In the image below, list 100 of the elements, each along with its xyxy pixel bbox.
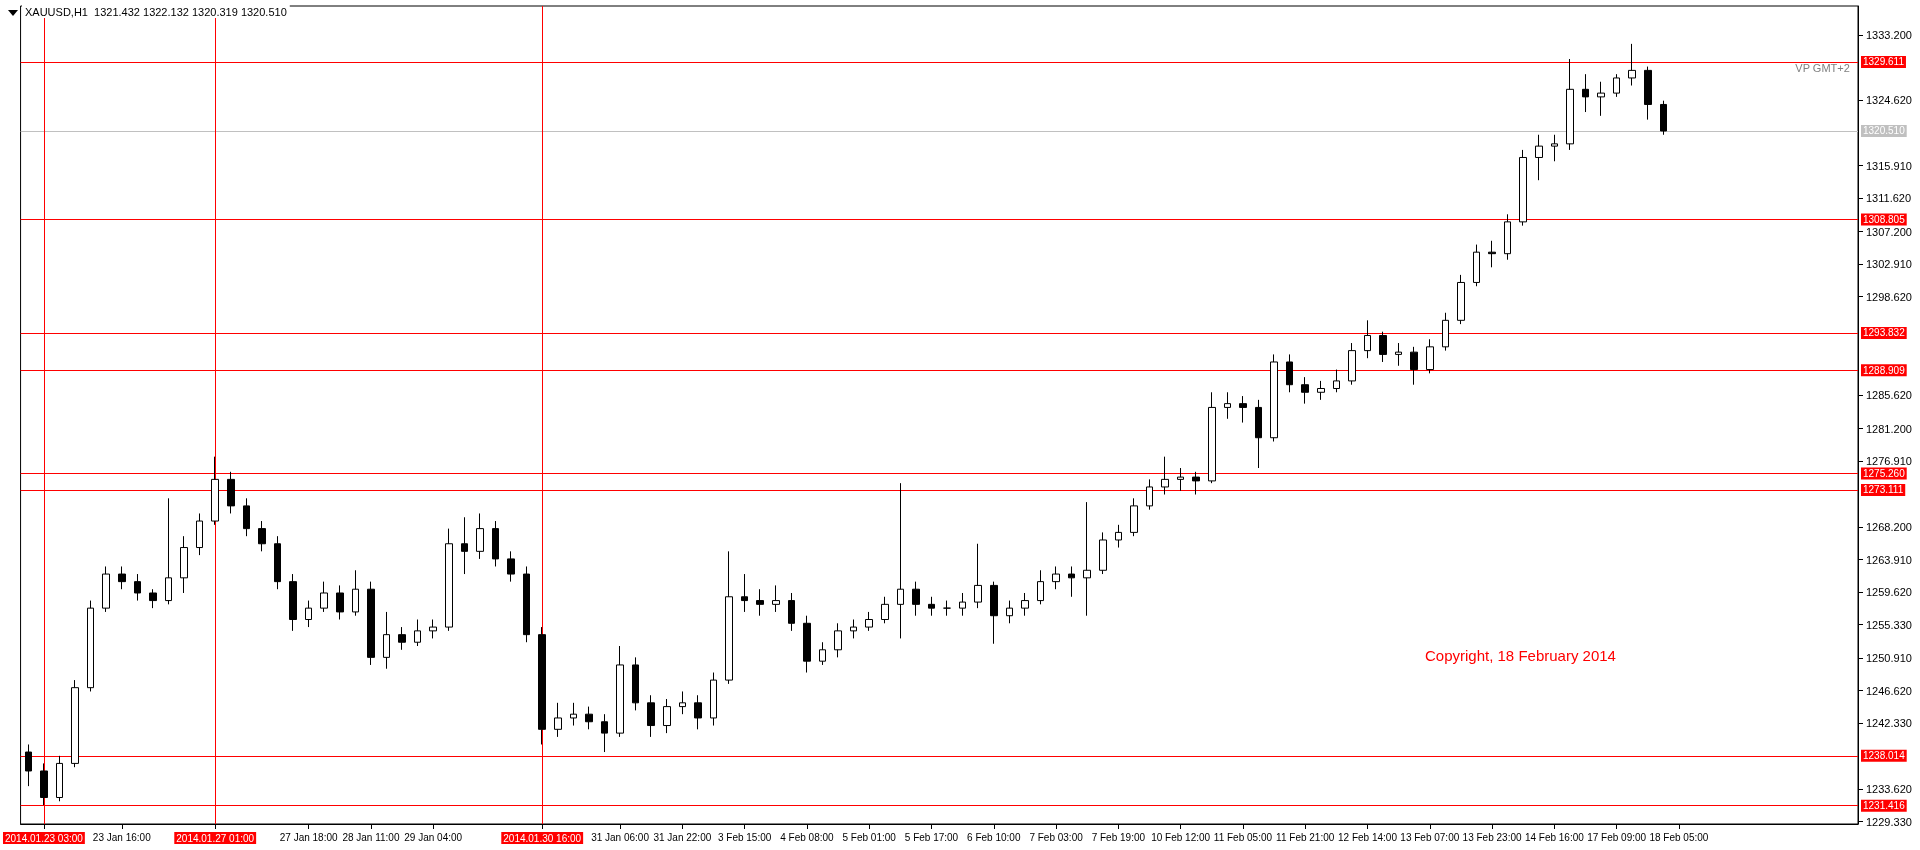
candlestick — [320, 581, 328, 613]
candlestick — [523, 565, 530, 643]
candlestick — [647, 694, 655, 738]
x-tick-label: 28 Jan 11:00 — [342, 831, 400, 843]
x-tick-label: 13 Feb 07:00 — [1400, 831, 1460, 843]
candlestick — [1224, 391, 1231, 420]
x-tick-label: 2014.01.27 01:00 — [176, 832, 255, 844]
candlestick — [243, 497, 250, 537]
candlestick — [865, 611, 873, 632]
y-tick-label: 1246.620 — [1866, 684, 1912, 697]
candlestick — [87, 600, 94, 692]
y-tick-label: 1324.620 — [1866, 93, 1912, 106]
candlestick — [289, 573, 297, 632]
candlestick — [756, 588, 764, 617]
x-tick-label: 12 Feb 14:00 — [1338, 831, 1398, 843]
candlestick — [1006, 600, 1013, 624]
x-tick-label: 13 Feb 23:00 — [1462, 831, 1522, 843]
candlestick — [71, 679, 79, 768]
candlestick — [1021, 592, 1029, 617]
x-tick-label: 27 Jan 18:00 — [279, 831, 338, 843]
candlestick — [1192, 471, 1200, 496]
candlestick — [40, 762, 48, 806]
y-tick-label: 1276.910 — [1866, 455, 1912, 468]
candlestick — [601, 713, 608, 753]
candlestick — [274, 535, 281, 590]
candlestick — [180, 535, 188, 594]
y-tick-label: 1311.620 — [1866, 192, 1912, 205]
x-tick-label: 11 Feb 21:00 — [1276, 831, 1335, 843]
candlestick — [959, 592, 966, 617]
candlestick — [1083, 501, 1091, 617]
candlestick — [974, 543, 982, 609]
candlestick — [1551, 134, 1558, 162]
candlestick — [819, 641, 826, 666]
y-tick-label: 1307.200 — [1866, 225, 1912, 238]
ref-line-label: 1231.416 — [1863, 800, 1906, 812]
y-tick-label: 1285.620 — [1866, 389, 1912, 402]
annotation: VP GMT+2 — [1795, 61, 1850, 74]
candlestick — [710, 672, 717, 727]
x-tick-label: 4 Feb 08:00 — [780, 831, 835, 843]
candlestick — [850, 619, 857, 639]
candlestick — [990, 581, 998, 645]
candlestick — [554, 702, 562, 738]
candlestick — [1582, 73, 1589, 113]
y-tick-label: 1302.910 — [1866, 258, 1912, 271]
y-tick-label: 1233.620 — [1866, 783, 1912, 796]
y-tick-label: 1315.910 — [1866, 159, 1912, 172]
y-tick-label: 1298.620 — [1866, 290, 1912, 303]
candlestick — [585, 706, 593, 730]
candlestick — [663, 698, 671, 734]
y-tick-label: 1250.910 — [1866, 652, 1912, 665]
candlestick — [928, 596, 935, 617]
candlestick — [1442, 312, 1449, 352]
candlestick — [1473, 244, 1480, 287]
candlestick — [367, 581, 375, 666]
y-tick-label: 1263.910 — [1866, 553, 1912, 566]
candlestick — [1504, 213, 1511, 261]
candlestick — [943, 600, 951, 617]
candlestick — [414, 619, 421, 647]
candlestick — [1052, 565, 1060, 590]
candlestick — [1333, 369, 1340, 393]
x-tick-label: 5 Feb 01:00 — [842, 831, 897, 843]
candlestick — [1301, 376, 1309, 405]
y-tick-label: 1281.200 — [1866, 422, 1912, 435]
candlestick — [102, 565, 110, 613]
candlestick — [336, 584, 344, 620]
candlestick — [1348, 342, 1356, 386]
annotation: Copyright, 18 February 2014 — [1425, 647, 1616, 664]
candlestick — [1613, 73, 1620, 98]
candlestick — [1146, 478, 1153, 511]
chart-title: XAUUSD,H1 1321.432 1322.132 1320.319 1320.510 — [25, 5, 287, 18]
candlestick — [25, 743, 32, 787]
candlestick — [881, 596, 889, 624]
candlestick — [570, 702, 577, 727]
candlestick — [227, 471, 235, 514]
candlestick — [211, 456, 219, 526]
candlestick — [461, 516, 468, 575]
candlestick — [1317, 380, 1325, 401]
candlestick — [1255, 399, 1262, 469]
candlestick — [476, 512, 484, 560]
candlestick — [1379, 331, 1387, 363]
candlestick — [1099, 531, 1107, 575]
candlestick — [1644, 66, 1652, 121]
candlestick — [616, 645, 624, 738]
x-tick-label: 2014.01.23 03:00 — [4, 832, 84, 844]
y-tick-label: 1333.200 — [1866, 28, 1912, 41]
candlestick — [834, 622, 842, 658]
x-tick-label: 29 Jan 04:00 — [404, 831, 463, 843]
ref-line-label: 1288.909 — [1863, 364, 1906, 376]
candlestick — [398, 626, 406, 651]
x-tick-label: 6 Feb 10:00 — [967, 831, 1021, 843]
x-tick-label: 31 Jan 06:00 — [591, 831, 650, 843]
ref-line-label: 1329.611 — [1863, 56, 1905, 68]
x-tick-label: 10 Feb 12:00 — [1151, 831, 1211, 843]
x-tick-label: 5 Feb 17:00 — [904, 831, 959, 843]
candlestick — [383, 611, 390, 670]
y-tick-label: 1259.620 — [1866, 586, 1912, 599]
y-tick-label: 1242.330 — [1866, 717, 1912, 730]
candlestick — [118, 565, 126, 590]
candlestick — [1239, 395, 1247, 424]
candlestick — [1037, 569, 1044, 605]
